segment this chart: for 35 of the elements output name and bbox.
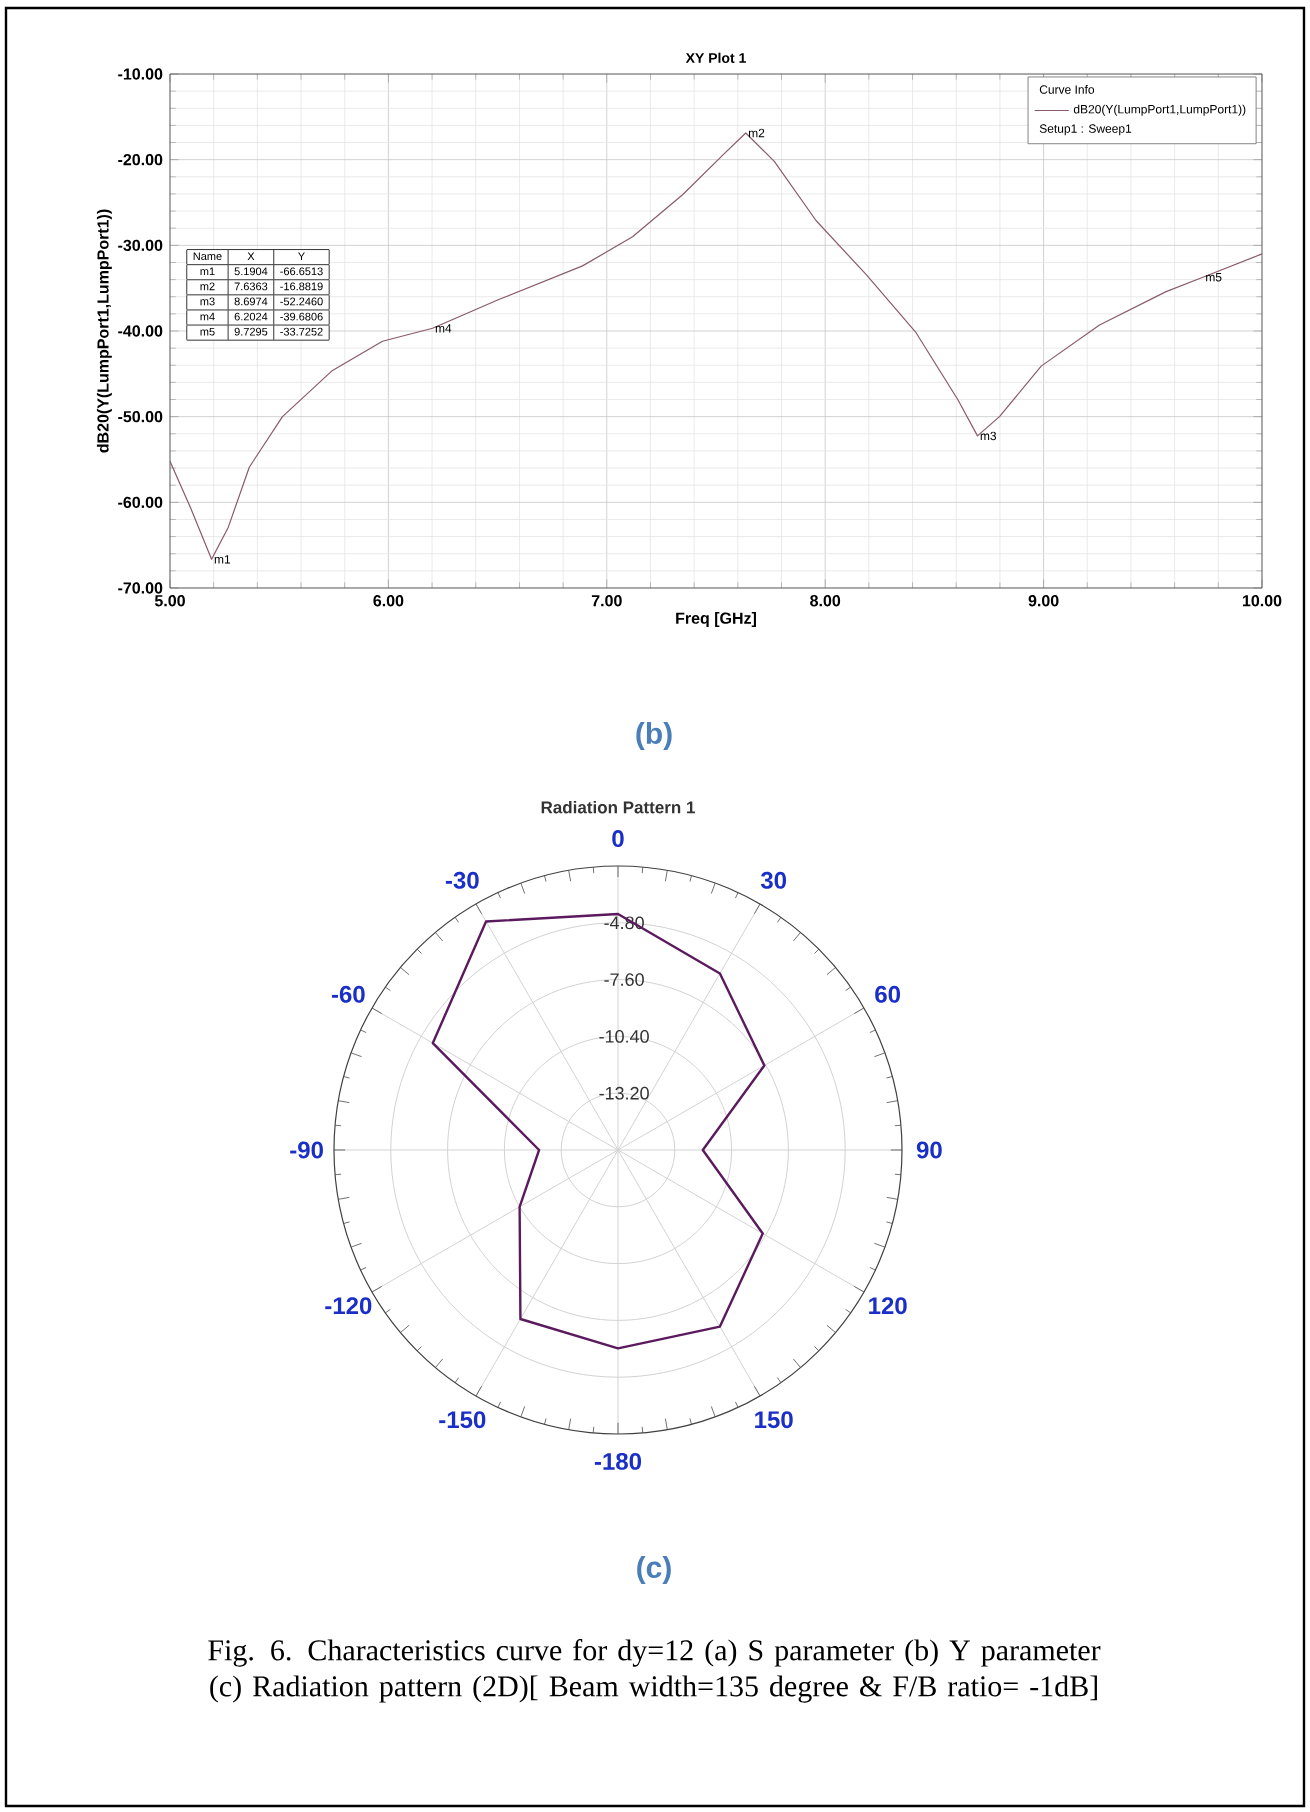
x-tick-label: 7.00 bbox=[591, 595, 622, 607]
y-tick-label: -13.20 bbox=[599, 1086, 649, 1100]
line-series bbox=[169, 132, 1263, 560]
chart-title: Radiation Pattern 1 bbox=[541, 800, 695, 814]
spoke-label: 150 bbox=[755, 1411, 793, 1429]
x-tick-label: 10.00 bbox=[1242, 595, 1282, 607]
spoke-label: 90 bbox=[916, 1141, 942, 1159]
x-tick-label: 8.00 bbox=[810, 595, 841, 607]
text: (b) bbox=[636, 722, 672, 750]
text: (c) bbox=[637, 1556, 671, 1584]
spoke-label: -180 bbox=[594, 1452, 642, 1470]
y-tick-label: -7.60 bbox=[604, 973, 644, 986]
spoke-label: -60 bbox=[331, 985, 365, 1003]
y-tick-label: -40.00 bbox=[118, 325, 163, 337]
spoke-label: -90 bbox=[290, 1141, 323, 1159]
x-tick-label: 6.00 bbox=[373, 595, 404, 607]
spoke-label: 120 bbox=[869, 1297, 907, 1315]
y-tick-label: -10.40 bbox=[599, 1030, 649, 1043]
y-tick-label: -60.00 bbox=[118, 496, 163, 508]
spoke-label: -150 bbox=[439, 1411, 486, 1429]
x-axis-title: Freq [GHz] bbox=[676, 612, 756, 628]
spoke-label: 30 bbox=[760, 871, 787, 889]
x-tick-label: 9.00 bbox=[1028, 595, 1059, 607]
y-tick-label: -70.00 bbox=[118, 582, 163, 594]
x-tick-label: 5.00 bbox=[154, 595, 185, 607]
caption: Fig. 6. Characteristics curve for dy=12 (a) S parameter (b) Y parameter (c) Radiation pattern (2D)[ Beam width=135 degree & F/B ratio= -1dB] bbox=[208, 1639, 1101, 1703]
y-tick-label: -20.00 bbox=[118, 154, 163, 166]
y-tick-label: -30.00 bbox=[118, 239, 163, 252]
spoke-label: -30 bbox=[445, 871, 479, 889]
y-tick-label: -50.00 bbox=[118, 411, 163, 423]
y-tick-label: -10.00 bbox=[118, 68, 163, 80]
spoke-label: 60 bbox=[875, 985, 901, 1003]
y-axis-title: dB20(Y(LumpPort1,LumpPort1)) bbox=[96, 209, 112, 453]
spoke-label: 0 bbox=[612, 830, 624, 848]
spoke-label: -120 bbox=[325, 1297, 372, 1315]
